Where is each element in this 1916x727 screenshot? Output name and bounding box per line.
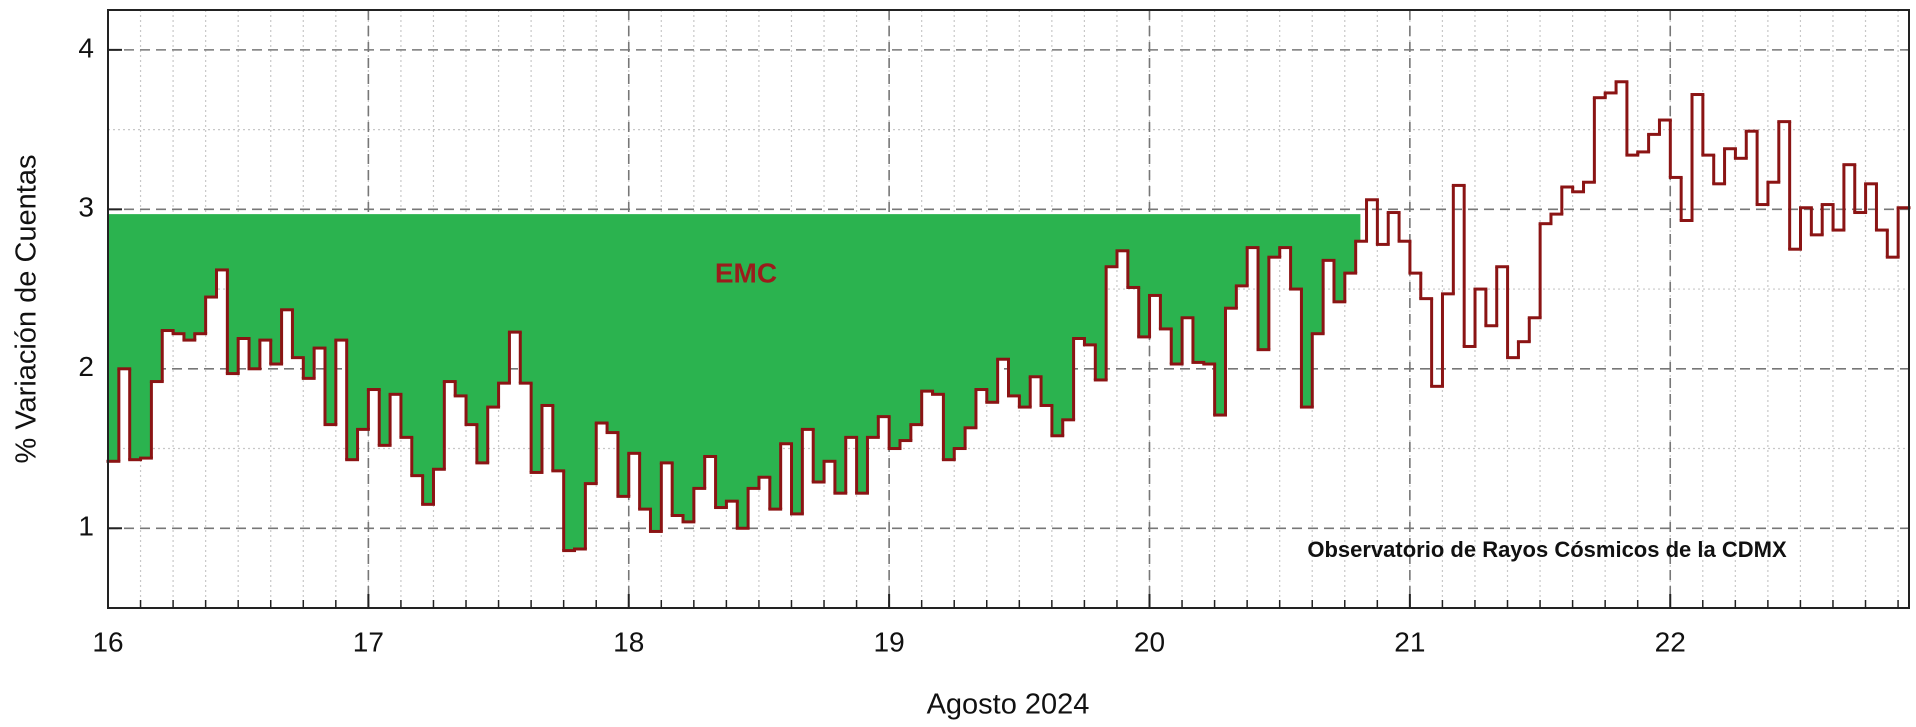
region-label: EMC — [715, 257, 777, 288]
annotation: Observatorio de Rayos Cósmicos de la CDM… — [1307, 537, 1787, 562]
x-tick-label: 21 — [1394, 626, 1425, 657]
x-tick-label: 22 — [1655, 626, 1686, 657]
plot-frame — [107, 9, 1910, 609]
y-tick-label: 3 — [78, 192, 94, 223]
x-tick-label: 18 — [613, 626, 644, 657]
y-tick-label: 4 — [78, 32, 94, 63]
fill-layer — [108, 214, 1361, 551]
emc-fill — [108, 214, 1361, 551]
y-tick-label: 1 — [78, 511, 94, 542]
line-layer — [106, 80, 1911, 553]
y-tick-label: 2 — [78, 351, 94, 382]
label-layer: 16 17 18 19 20 21 22 1 2 3 4 — [78, 9, 1910, 657]
y-axis-label: % Variación de Cuentas — [11, 155, 43, 464]
x-tick-label: 19 — [874, 626, 905, 657]
x-tick-label: 20 — [1134, 626, 1165, 657]
x-tick-label: 16 — [92, 626, 123, 657]
x-tick-label: 17 — [353, 626, 384, 657]
x-axis-label: Agosto 2024 — [927, 689, 1090, 721]
